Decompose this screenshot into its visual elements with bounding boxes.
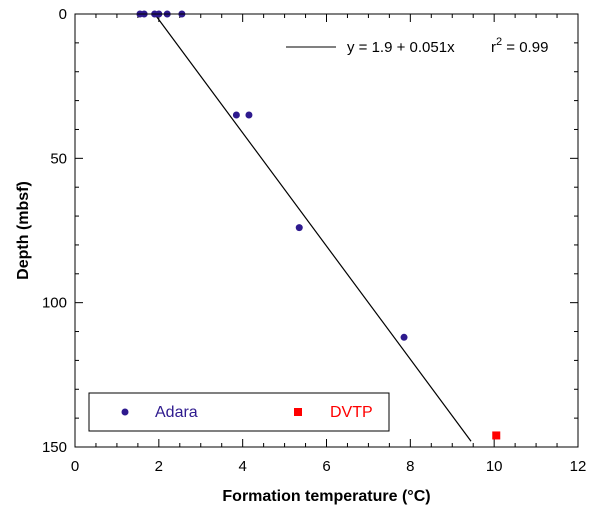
x-tick-label: 8 <box>406 458 414 475</box>
y-tick-label: 50 <box>50 150 67 167</box>
dvtp-point <box>492 431 501 440</box>
major-ticks <box>74 13 579 448</box>
adara-point <box>295 224 303 232</box>
legend-adara-label: Adara <box>155 404 198 421</box>
legend-adara-marker <box>121 408 129 416</box>
x-tick-label: 6 <box>322 458 330 475</box>
legend-box <box>88 392 390 432</box>
fit-equation: y = 1.9 + 0.051x r2 = 0.99 <box>286 36 548 56</box>
adara-point <box>400 333 408 341</box>
x-tick-label: 4 <box>238 458 246 475</box>
fit-r2-value: = 0.99 <box>502 39 548 56</box>
x-tick-label: 0 <box>71 458 79 475</box>
fit-line-group <box>154 13 472 442</box>
fit-line <box>154 13 472 442</box>
x-tick-label: 10 <box>486 458 503 475</box>
fit-r2-exponent: 2 <box>496 36 502 48</box>
x-tick-label: 12 <box>570 458 587 475</box>
x-axis-title: Formation temperature (°C) <box>222 488 430 505</box>
legend: Adara DVTP <box>88 392 390 432</box>
data-points <box>136 10 501 440</box>
fit-equation-text: y = 1.9 + 0.051x <box>347 39 455 56</box>
adara-point <box>232 111 240 119</box>
plot-frame <box>74 13 579 448</box>
y-tick-label: 150 <box>42 439 67 456</box>
minor-ticks <box>75 14 578 447</box>
x-tick-label: 2 <box>155 458 163 475</box>
y-axis-title: Depth (mbsf) <box>15 181 32 280</box>
legend-dvtp-marker <box>294 408 302 416</box>
adara-point <box>245 111 253 119</box>
legend-dvtp-label: DVTP <box>330 404 373 421</box>
fit-r2-prefix: r <box>491 39 496 56</box>
y-tick-label: 0 <box>59 6 67 23</box>
fit-r2-text: r2 = 0.99 <box>491 36 548 56</box>
y-tick-label: 100 <box>42 295 67 312</box>
tick-labels: 0 2 4 6 8 10 12 0 50 100 150 <box>42 6 586 475</box>
